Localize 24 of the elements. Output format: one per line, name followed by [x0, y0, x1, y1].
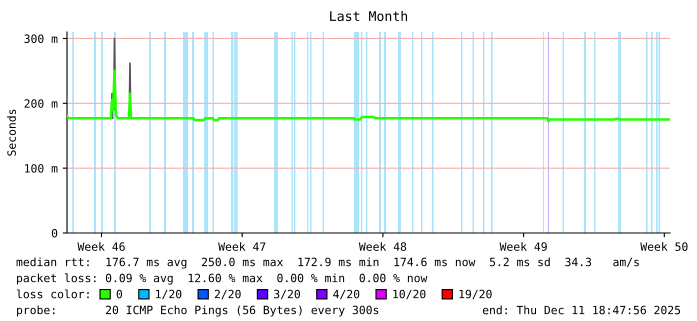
legend-label: 3/20 — [274, 290, 300, 300]
x-tick-label: Week 47 — [218, 242, 266, 251]
y-tick-label: 300 m — [24, 34, 58, 44]
y-tick-label: 100 m — [25, 164, 58, 173]
legend-label: 4/20 — [333, 290, 360, 300]
chart-title: Last Month — [330, 10, 408, 22]
legend-label: 0 — [116, 290, 122, 298]
y-tick-label: 0 — [52, 228, 58, 238]
x-tick-label: Week 49 — [500, 242, 547, 251]
text: probe: 20 ICMP Echo Pings (56 Bytes) every 300s — [17, 305, 378, 317]
x-tick-label: Week 50 — [640, 242, 688, 251]
legend-label: 2/20 — [214, 290, 241, 300]
line-series — [67, 70, 670, 123]
text: loss color: — [16, 289, 89, 298]
text: median rtt: 176.7 ms avg 250.0 ms max 172.9 ms min 174.6 ms now 5.2 ms sd 34.3 am/s — [16, 257, 639, 269]
text: packet loss: 0.09 % avg 12.60 % max 0.00 % min 0.00 % now — [17, 273, 428, 285]
y-tick-label: 200 m — [24, 99, 58, 108]
legend-label: 1/20 — [156, 290, 182, 300]
x-tick-label: Week 46 — [78, 242, 125, 251]
y-axis-title: Seconds — [7, 110, 16, 156]
x-tick-label: Week 48 — [358, 242, 406, 251]
legend-label: 19/20 — [459, 290, 492, 300]
legend-label: 10/20 — [393, 290, 426, 300]
text: end: Thu Dec 11 18:47:56 2025 — [482, 306, 680, 314]
